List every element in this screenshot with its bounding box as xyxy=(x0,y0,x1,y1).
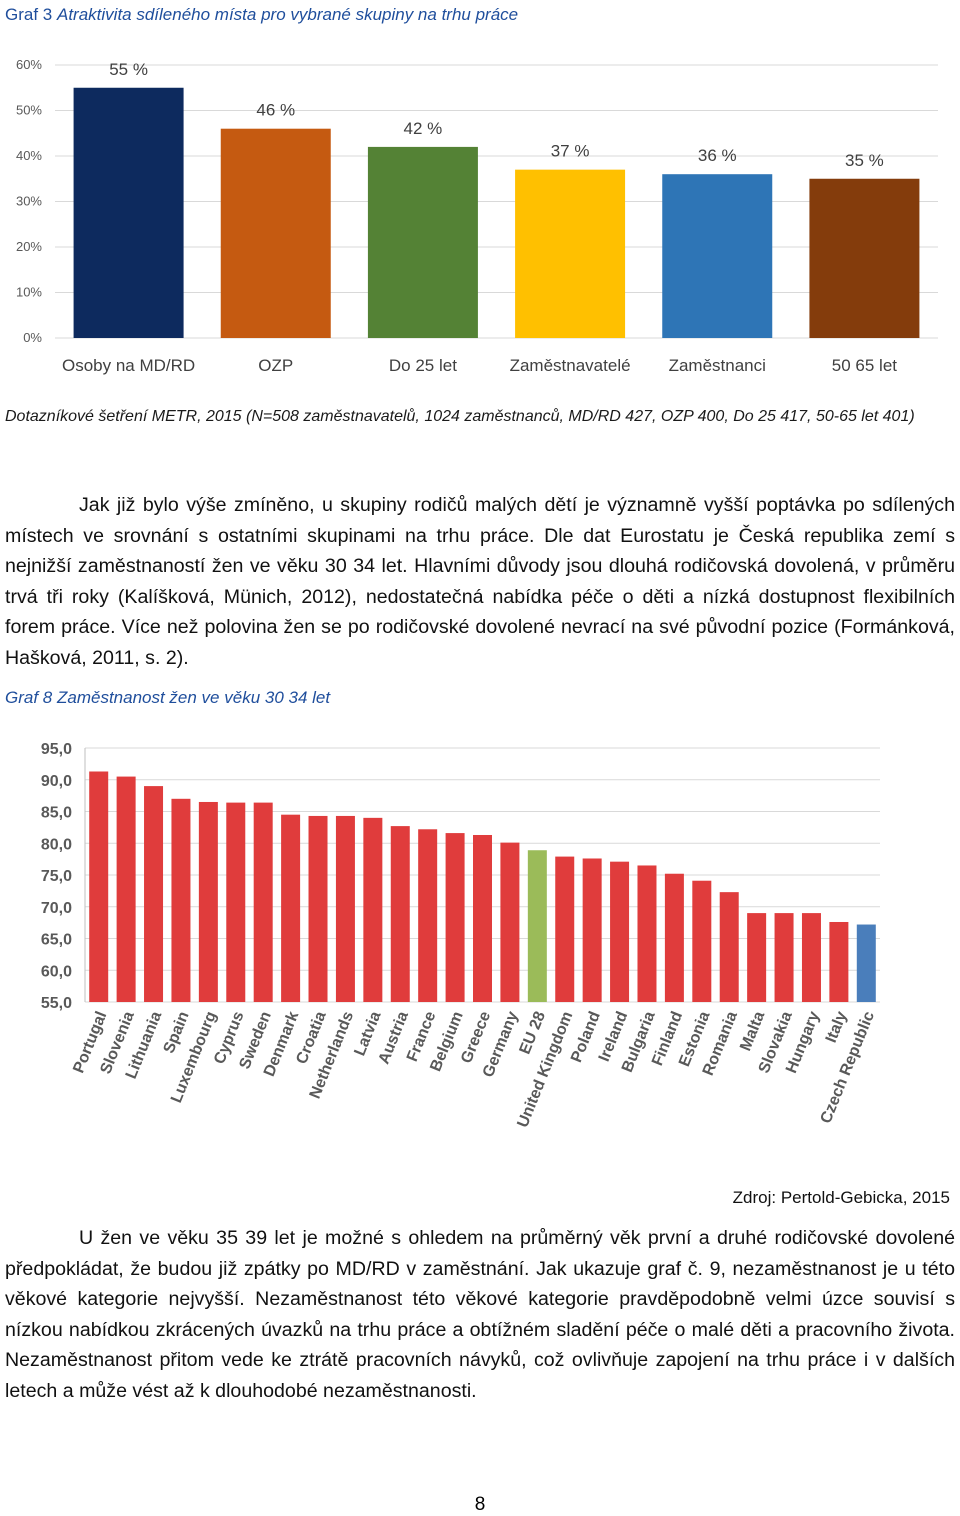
bar xyxy=(801,913,821,1002)
bar xyxy=(308,815,328,1002)
bar xyxy=(829,921,849,1002)
bar xyxy=(664,873,684,1002)
y-tick-label: 50% xyxy=(16,103,42,118)
bar xyxy=(116,776,136,1002)
bar xyxy=(367,146,478,338)
chart1-note: Dotazníkové šetření METR, 2015 (N=508 za… xyxy=(5,408,915,425)
y-tick-label: 20% xyxy=(16,239,42,254)
chart2-source: Zdroj: Pertold-Gebicka, 2015 xyxy=(732,1188,950,1207)
y-tick-label: 80,0 xyxy=(41,836,72,853)
bar xyxy=(662,174,773,338)
bar xyxy=(363,817,383,1002)
y-tick-label: 60% xyxy=(16,57,42,72)
chart1-caption-prefix: Graf 3 xyxy=(5,5,53,24)
chart-attractiveness: 0% 10% 20% 30% 40% 50% 60% 55 % Osoby na MD/RD 46… xyxy=(16,57,938,375)
bar xyxy=(582,858,602,1002)
category-label: Czech Republic xyxy=(818,1009,878,1126)
category-label: Zaměstnavatelé xyxy=(510,356,631,375)
bar xyxy=(390,826,410,1002)
bar xyxy=(73,87,184,338)
y-tick-label: 40% xyxy=(16,148,42,163)
data-label: 35 % xyxy=(845,151,884,170)
bar xyxy=(144,786,164,1002)
chart2-caption-title: Zaměstnanost žen ve věku 30 xyxy=(56,688,284,707)
bar xyxy=(856,924,876,1002)
y-tick-label: 95,0 xyxy=(41,741,72,758)
bar xyxy=(719,892,739,1002)
bar xyxy=(527,850,547,1002)
bar xyxy=(281,814,301,1002)
category-label: Osoby na MD/RD xyxy=(62,356,195,375)
bar xyxy=(809,178,920,338)
data-label: 46 % xyxy=(256,101,295,120)
y-tick-label: 65,0 xyxy=(41,932,72,949)
data-label: 37 % xyxy=(551,142,590,161)
chart2-caption: Graf 8 Zaměstnanost žen ve věku 30 34 le… xyxy=(5,688,330,708)
y-tick-label: 90,0 xyxy=(41,773,72,790)
bar xyxy=(747,913,767,1002)
bar xyxy=(253,802,273,1002)
bar xyxy=(637,865,657,1002)
category-label: Malta xyxy=(737,1009,768,1053)
paragraph-1-text: Jak již bylo výše zmíněno, u skupiny rod… xyxy=(5,494,955,669)
chart2-caption-prefix: Graf 8 xyxy=(5,688,53,707)
y-tick-label: 30% xyxy=(16,194,42,209)
category-label: OZP xyxy=(258,356,293,375)
chart1-caption: Graf 3 Atraktivita sdíleného místa pro v… xyxy=(5,5,518,25)
y-tick-label: 70,0 xyxy=(41,900,72,917)
data-label: 55 % xyxy=(109,60,148,79)
y-tick-label: 60,0 xyxy=(41,963,72,980)
chart2-caption-suffix: 34 let xyxy=(288,688,331,707)
category-label: Italy xyxy=(823,1009,851,1045)
paragraph-2-text: U žen ve věku 35 39 let je možné s ohled… xyxy=(5,1227,955,1402)
category-label: Do 25 let xyxy=(389,356,457,375)
bar xyxy=(515,169,626,338)
data-label: 42 % xyxy=(404,119,443,138)
bar xyxy=(226,802,246,1002)
bar xyxy=(418,829,438,1002)
bar xyxy=(610,861,630,1002)
category-label: 50 65 let xyxy=(832,356,897,375)
bar xyxy=(774,913,794,1002)
paragraph-2: U žen ve věku 35 39 let je možné s ohled… xyxy=(5,1223,955,1406)
data-label: 36 % xyxy=(698,146,737,165)
page-number: 8 xyxy=(474,1494,486,1515)
bar xyxy=(171,798,191,1002)
bar xyxy=(335,815,355,1002)
bar xyxy=(555,856,575,1002)
bar xyxy=(473,834,492,1002)
bar xyxy=(500,842,520,1002)
bar xyxy=(220,128,331,338)
bar xyxy=(692,880,712,1002)
y-tick-label: 55,0 xyxy=(41,995,72,1012)
bar xyxy=(445,833,465,1002)
bar xyxy=(89,771,109,1002)
y-tick-label: 10% xyxy=(16,285,42,300)
paragraph-1: Jak již bylo výše zmíněno, u skupiny rod… xyxy=(5,490,955,673)
y-tick-label: 75,0 xyxy=(41,868,72,885)
category-label: United Kingdom xyxy=(514,1009,576,1130)
y-tick-label: 85,0 xyxy=(41,805,72,822)
chart1-caption-title: Atraktivita sdíleného místa pro vybrané … xyxy=(56,5,519,24)
y-tick-label: 0% xyxy=(23,330,42,345)
bar xyxy=(198,801,218,1002)
category-label: Zaměstnanci xyxy=(669,356,766,375)
chart-employment-women: 55,060,065,070,075,080,085,090,095,0Port… xyxy=(41,741,880,1130)
